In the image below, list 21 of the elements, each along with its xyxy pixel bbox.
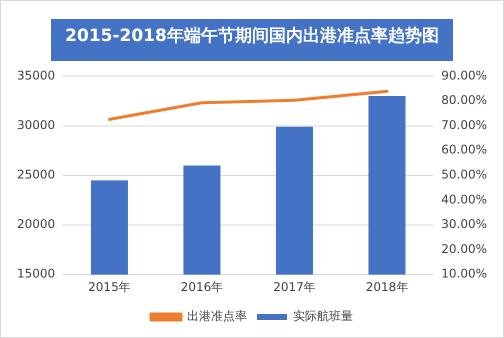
y2-tick-label: 30.00%	[441, 217, 488, 232]
legend-label: 实际航班量	[293, 309, 353, 324]
y2-tick-label: 70.00%	[441, 118, 488, 132]
x-tick-label: 2016年	[180, 280, 224, 294]
y2-tick-label: 50.00%	[441, 168, 488, 182]
y-tick-label: 30000	[16, 118, 56, 132]
y2-tick-label: 80.00%	[441, 93, 488, 108]
y-tick-label: 20000	[16, 217, 56, 232]
y-tick-label: 35000	[16, 68, 56, 82]
x-tick-label: 2018年	[366, 280, 408, 294]
y2-tick-label: 40.00%	[441, 192, 488, 206]
legend-label: 出港准点率	[187, 309, 247, 324]
y2-tick-label: 10.00%	[441, 266, 488, 281]
y-tick-label: 15000	[16, 266, 56, 281]
chart-title: 2015-2018年端午节期间国内出港准点率趋势图	[51, 19, 453, 61]
x-tick-label: 2015年	[88, 280, 131, 294]
y2-tick-label: 20.00%	[441, 242, 488, 256]
y2-tick-label: 60.00%	[441, 142, 488, 157]
y-tick-label: 25000	[16, 168, 56, 182]
y2-tick-label: 90.00%	[441, 68, 488, 82]
x-tick-label: 2017年	[273, 280, 316, 294]
